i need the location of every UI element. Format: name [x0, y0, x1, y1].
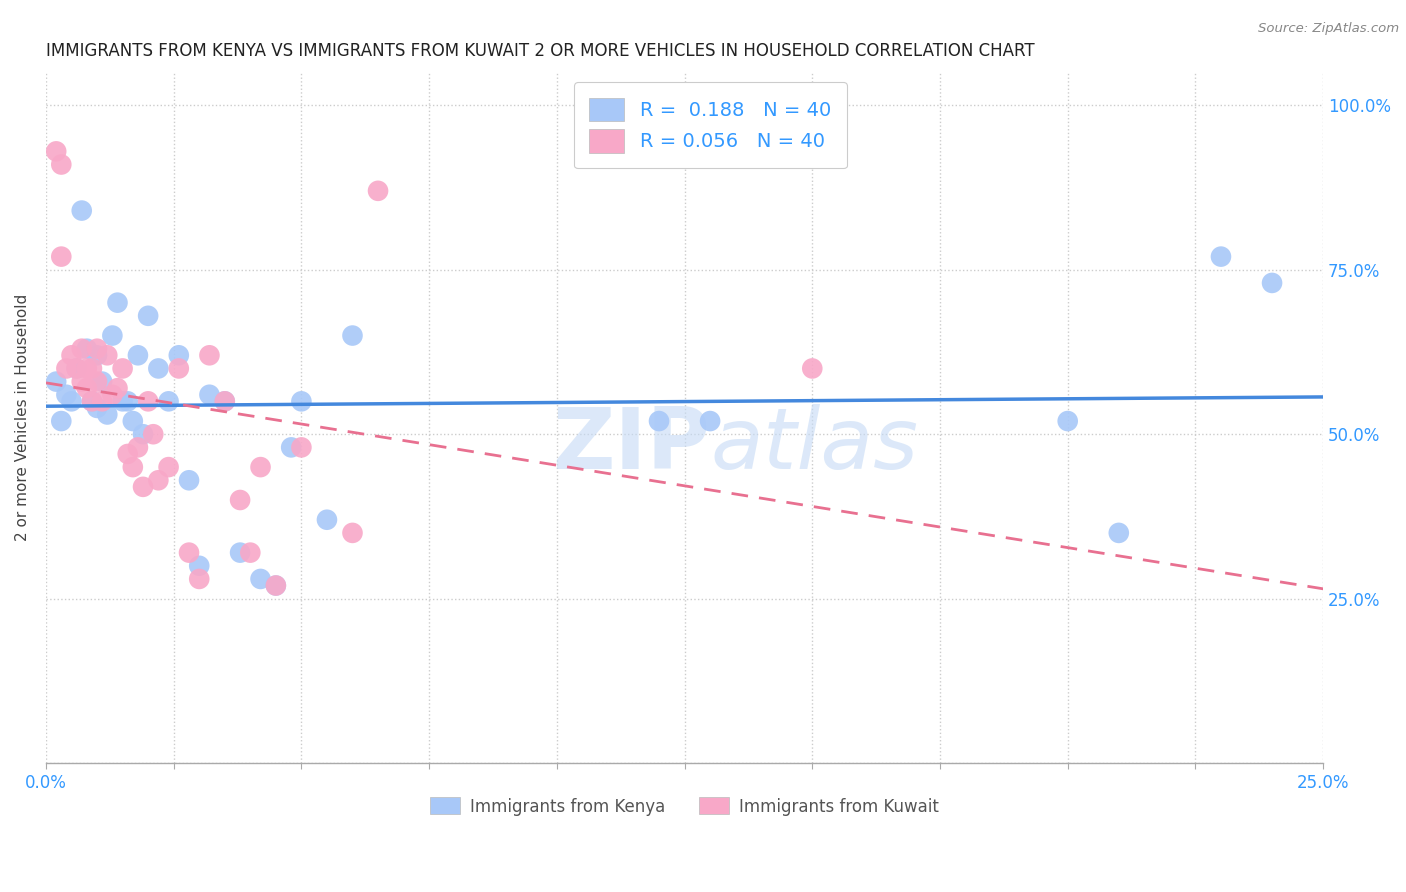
Point	[117, 447, 139, 461]
Point	[188, 558, 211, 573]
Point	[111, 394, 134, 409]
Point	[76, 381, 98, 395]
Point	[198, 388, 221, 402]
Point	[1056, 414, 1078, 428]
Text: ZIP: ZIP	[553, 404, 710, 487]
Point	[86, 348, 108, 362]
Point	[280, 441, 302, 455]
Point	[51, 414, 73, 428]
Point	[1261, 276, 1284, 290]
Point	[45, 145, 67, 159]
Point	[342, 525, 364, 540]
Point	[136, 394, 159, 409]
Point	[1108, 525, 1130, 540]
Point	[290, 394, 312, 409]
Point	[148, 473, 170, 487]
Point	[801, 361, 824, 376]
Point	[136, 309, 159, 323]
Point	[132, 427, 155, 442]
Point	[249, 572, 271, 586]
Point	[101, 328, 124, 343]
Point	[121, 460, 143, 475]
Point	[264, 578, 287, 592]
Point	[91, 375, 114, 389]
Point	[70, 203, 93, 218]
Point	[45, 375, 67, 389]
Point	[699, 414, 721, 428]
Point	[290, 441, 312, 455]
Point	[148, 361, 170, 376]
Point	[249, 460, 271, 475]
Point	[167, 348, 190, 362]
Point	[198, 348, 221, 362]
Point	[96, 408, 118, 422]
Point	[60, 394, 83, 409]
Legend: Immigrants from Kenya, Immigrants from Kuwait: Immigrants from Kenya, Immigrants from K…	[422, 789, 948, 824]
Point	[342, 328, 364, 343]
Point	[76, 342, 98, 356]
Point	[86, 401, 108, 415]
Point	[127, 441, 149, 455]
Point	[1209, 250, 1232, 264]
Point	[55, 361, 77, 376]
Point	[76, 361, 98, 376]
Point	[239, 546, 262, 560]
Point	[117, 394, 139, 409]
Text: IMMIGRANTS FROM KENYA VS IMMIGRANTS FROM KUWAIT 2 OR MORE VEHICLES IN HOUSEHOLD : IMMIGRANTS FROM KENYA VS IMMIGRANTS FROM…	[46, 42, 1035, 60]
Text: atlas: atlas	[710, 404, 918, 487]
Point	[177, 546, 200, 560]
Point	[60, 348, 83, 362]
Point	[214, 394, 236, 409]
Point	[65, 361, 87, 376]
Point	[80, 394, 103, 409]
Point	[132, 480, 155, 494]
Point	[91, 394, 114, 409]
Point	[214, 394, 236, 409]
Point	[96, 348, 118, 362]
Point	[80, 361, 103, 376]
Point	[264, 578, 287, 592]
Point	[70, 375, 93, 389]
Point	[177, 473, 200, 487]
Point	[55, 388, 77, 402]
Point	[316, 513, 339, 527]
Point	[167, 361, 190, 376]
Point	[157, 460, 180, 475]
Point	[86, 375, 108, 389]
Y-axis label: 2 or more Vehicles in Household: 2 or more Vehicles in Household	[15, 294, 30, 541]
Point	[51, 250, 73, 264]
Text: Source: ZipAtlas.com: Source: ZipAtlas.com	[1258, 22, 1399, 36]
Point	[127, 348, 149, 362]
Point	[367, 184, 389, 198]
Point	[70, 342, 93, 356]
Point	[188, 572, 211, 586]
Point	[51, 157, 73, 171]
Point	[86, 342, 108, 356]
Point	[111, 361, 134, 376]
Point	[229, 546, 252, 560]
Point	[157, 394, 180, 409]
Point	[648, 414, 671, 428]
Point	[80, 394, 103, 409]
Point	[65, 361, 87, 376]
Point	[107, 295, 129, 310]
Point	[229, 493, 252, 508]
Point	[107, 381, 129, 395]
Point	[142, 427, 165, 442]
Point	[101, 388, 124, 402]
Point	[121, 414, 143, 428]
